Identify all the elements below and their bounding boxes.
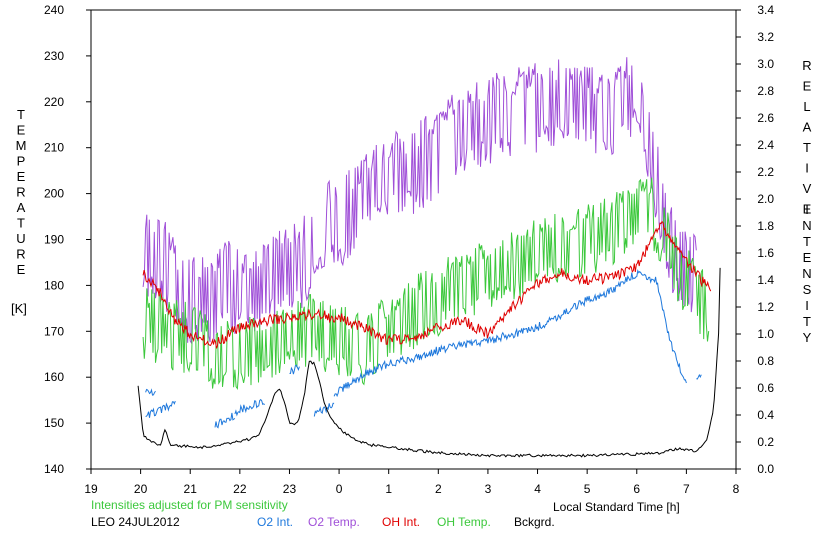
y-left-label-letter: U [16, 231, 25, 246]
series-line-o2-int [313, 402, 335, 417]
y-right-label-letter: I [805, 202, 809, 217]
x-tick-label: 23 [283, 482, 297, 496]
y-right-tick-label: 1.6 [757, 246, 774, 260]
y-left-label-letter: P [17, 154, 26, 169]
y-right-tick-label: 0.0 [757, 462, 774, 476]
series-line-o2-int [333, 269, 687, 398]
legend-entry: O2 Int. [257, 515, 293, 529]
y-right-tick-label: 3.4 [757, 3, 774, 17]
y-right-tick-label: 0.2 [757, 435, 774, 449]
plot-border [90, 9, 737, 470]
y-left-label-letter: A [17, 200, 26, 215]
series-line-o2-int [214, 412, 236, 429]
y-left-tick-label: 180 [44, 278, 64, 292]
x-tick-label: 3 [485, 482, 492, 496]
x-tick-label: 7 [683, 482, 690, 496]
x-tick-label: 8 [733, 482, 740, 496]
series-line-bckgrd [137, 267, 721, 458]
x-tick-label: 21 [184, 482, 198, 496]
annotation-note: Intensities adjusted for PM sensitivity [91, 498, 288, 512]
y-left-label-letter: E [17, 169, 26, 184]
y-right-tick-label: 1.8 [757, 219, 774, 233]
y-right-tick-label: 3.0 [757, 57, 774, 71]
y-left-tick-label: 210 [44, 141, 64, 155]
y-right-label-letter: S [803, 282, 812, 297]
y-left-label-letter: M [16, 138, 27, 153]
y-left-tick-label: 200 [44, 187, 64, 201]
series-line-o2-int [145, 388, 156, 396]
y-right-tick-label: 0.6 [757, 381, 774, 395]
y-left-tick-label: 220 [44, 95, 64, 109]
y-right-label-letter: I [805, 298, 809, 313]
y-left-label-letter: E [17, 262, 26, 277]
x-axis-label: Local Standard Time [h] [553, 500, 680, 514]
y-left-label-letter: R [16, 185, 25, 200]
x-tick-label: 19 [84, 482, 98, 496]
x-tick-label: 0 [336, 482, 343, 496]
y-right-label-letter: E [803, 79, 812, 94]
x-tick-label: 2 [435, 482, 442, 496]
series-line-oh-int [142, 220, 712, 349]
legend-entry: OH Int. [382, 515, 420, 529]
x-tick-label: 5 [584, 482, 591, 496]
y-left-label-letter: T [17, 107, 25, 122]
y-left-tick-label: 190 [44, 233, 64, 247]
series-layer [137, 57, 721, 458]
y-right-tick-label: 2.6 [757, 111, 774, 125]
y-right-label-letter: N [802, 218, 811, 233]
y-left-tick-label: 170 [44, 324, 64, 338]
series-line-o2-int [234, 398, 266, 417]
y-left-tick-label: 240 [44, 3, 64, 17]
x-tick-label: 1 [385, 482, 392, 496]
y-right-label-letter: T [803, 234, 811, 249]
series-line-o2-int [289, 364, 300, 375]
y-right-tick-label: 0.4 [757, 408, 774, 422]
y-right-label-letter: Y [803, 330, 812, 345]
y-right-label-letter: E [803, 202, 812, 217]
series-line-o2-temp [142, 57, 697, 345]
y-right-tick-label: 1.0 [757, 327, 774, 341]
series-line-o2-int [145, 400, 176, 418]
y-right-label-letter: I [805, 161, 809, 176]
y-right-tick-label: 3.2 [757, 30, 774, 44]
y-left-tick-label: 140 [44, 462, 64, 476]
y-right-tick-label: 2.8 [757, 84, 774, 98]
series-line-oh-temp [142, 177, 710, 391]
y-right-tick-label: 2.4 [757, 138, 774, 152]
legend-entry: OH Temp. [437, 515, 491, 529]
y-left-label-letter: R [16, 247, 25, 262]
y-right-label-letter: N [802, 266, 811, 281]
x-tick-label: 20 [134, 482, 148, 496]
y-right-tick-label: 1.2 [757, 300, 774, 314]
legend: O2 Int. O2 Temp. OH Int. OH Temp. Bckgrd. [257, 515, 555, 529]
y-left-label-letter: T [17, 216, 25, 231]
y-right-label-letter: T [803, 314, 811, 329]
y-right-tick-label: 1.4 [757, 273, 774, 287]
y-right-label-letter: E [803, 250, 812, 265]
y-left-tick-label: 230 [44, 49, 64, 63]
labels-layer: Local Standard Time [h] Intensities adju… [11, 58, 812, 529]
y-right-label-letter: A [803, 120, 812, 135]
y-right-tick-label: 0.8 [757, 354, 774, 368]
y-right-tick-label: 2.0 [757, 192, 774, 206]
y-left-unit: [K] [11, 301, 27, 316]
x-tick-label: 22 [233, 482, 247, 496]
y-right-label-letter: L [803, 99, 810, 114]
y-right-label-letter: V [803, 181, 812, 196]
series-line-o2-int [696, 373, 702, 380]
legend-entry: Bckgrd. [514, 515, 555, 529]
plot-frame [90, 9, 737, 470]
y-left-tick-label: 150 [44, 416, 64, 430]
y-left-tick-label: 160 [44, 370, 64, 384]
legend-entry: O2 Temp. [308, 515, 360, 529]
y-right-label-letter: T [803, 140, 811, 155]
y-right-label-letter: R [802, 58, 811, 73]
x-tick-label: 4 [534, 482, 541, 496]
x-tick-label: 6 [633, 482, 640, 496]
axes-layer: 19 20 21 22 23 0 1 2 3 4 5 6 7 8140150160170180190200… [44, 3, 774, 496]
y-right-tick-label: 2.2 [757, 165, 774, 179]
y-left-label-letter: E [17, 123, 26, 138]
station-label: LEO 24JUL2012 [91, 515, 180, 529]
